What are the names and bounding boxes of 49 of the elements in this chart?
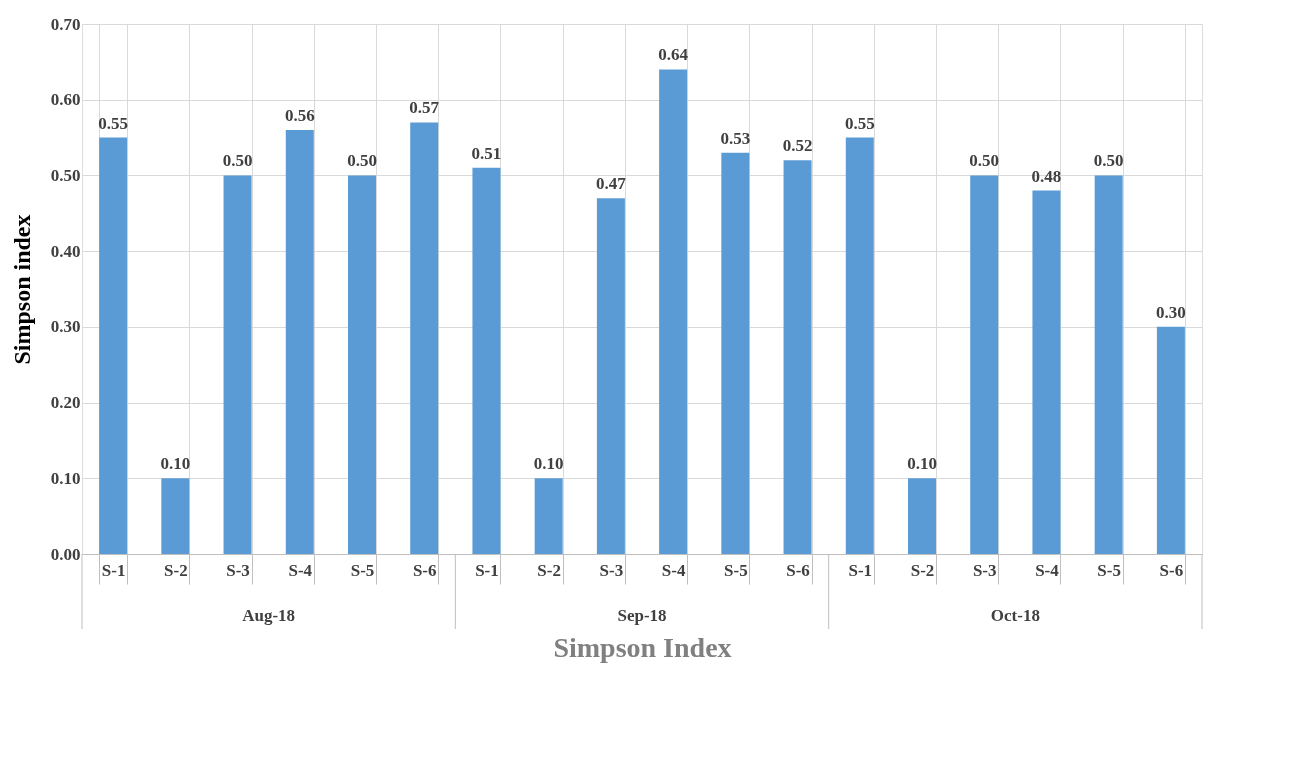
x-tick-label: S-6	[1159, 560, 1184, 580]
x-tick-label: S-3	[599, 560, 624, 580]
x-tick-label: S-1	[848, 560, 873, 580]
x-tick-label: S-2	[537, 560, 561, 580]
x-axis-title: Simpson Index	[553, 632, 732, 663]
data-label: 0.10	[533, 454, 564, 474]
data-label: 0.50	[1093, 151, 1124, 171]
y-tick-label: 0.70	[50, 14, 81, 34]
data-label: 0.64	[658, 45, 689, 65]
data-label: 0.53	[720, 128, 751, 148]
y-tick-label: 0.60	[50, 90, 81, 110]
text: Oct-18	[990, 606, 1040, 625]
data-label: 0.55	[844, 113, 875, 133]
data-label: 0.50	[969, 151, 1000, 171]
y-tick-label: 0.30	[50, 317, 81, 337]
text: Aug-18	[242, 606, 296, 625]
data-label: 0.10	[907, 454, 937, 474]
x-tick-label: S-5	[350, 560, 375, 580]
data-label: 0.48	[1031, 166, 1062, 186]
data-label: 0.50	[347, 151, 377, 171]
y-tick-label: 0.10	[50, 468, 81, 488]
x-tick-label: S-3	[972, 560, 997, 580]
x-tick-label: S-5	[724, 560, 748, 580]
x-tick-label: S-4	[288, 560, 313, 580]
data-label: 0.30	[1156, 302, 1186, 322]
data-label: 0.57	[409, 98, 440, 118]
x-tick-label: S-1	[101, 560, 126, 580]
x-tick-label: S-3	[226, 560, 250, 580]
y-tick-label: 0.50	[50, 165, 81, 185]
data-label: 0.10	[160, 454, 191, 474]
x-tick-label: S-6	[786, 560, 810, 580]
y-tick-label: 0.00	[50, 544, 81, 564]
data-label: 0.55	[98, 113, 128, 133]
y-tick-label: 0.40	[50, 241, 81, 261]
data-label: 0.50	[222, 151, 253, 171]
x-tick-label: S-4	[661, 560, 686, 580]
data-label: 0.52	[782, 136, 813, 156]
x-tick-label: S-2	[164, 560, 188, 580]
y-axis-title: Simpson index	[8, 214, 35, 365]
x-tick-label: S-5	[1097, 560, 1121, 580]
y-tick-label: 0.20	[50, 393, 81, 413]
x-tick-label: S-6	[412, 560, 437, 580]
x-tick-label: S-4	[1035, 560, 1060, 580]
text: Sep-18	[617, 606, 667, 625]
data-label: 0.47	[596, 174, 627, 194]
x-tick-label: S-2	[910, 560, 935, 580]
data-label: 0.51	[471, 143, 502, 163]
data-label: 0.56	[284, 106, 315, 125]
x-tick-label: S-1	[475, 560, 499, 580]
